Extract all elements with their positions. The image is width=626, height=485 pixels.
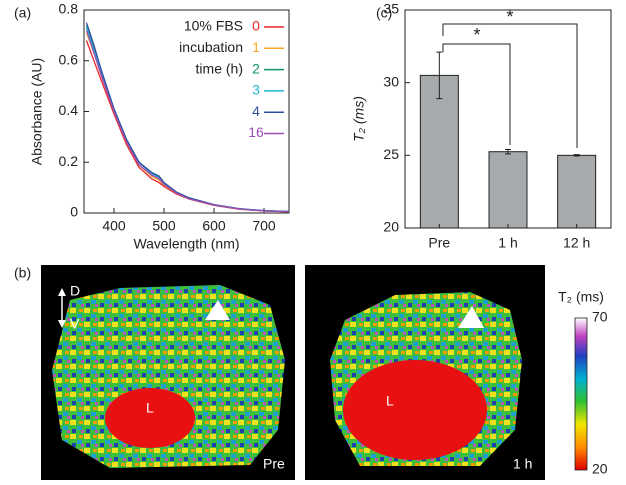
significance-brackets bbox=[442, 23, 578, 148]
legend-title: incubation bbox=[179, 39, 243, 55]
y-axis-label: T₂ (ms) bbox=[351, 96, 367, 142]
image-label: Pre bbox=[263, 456, 285, 472]
y-tick-label: 0.6 bbox=[59, 51, 79, 67]
legend-label: 3 bbox=[252, 82, 260, 98]
significance: * bbox=[506, 7, 513, 27]
region-label: L bbox=[146, 400, 154, 416]
colorbar-label: T₂ (ms) bbox=[558, 289, 604, 305]
mri-images bbox=[41, 265, 588, 480]
legend-label: 16 bbox=[248, 124, 264, 140]
x-tick-label: 600 bbox=[202, 218, 226, 234]
panel-label: (c) bbox=[376, 5, 392, 21]
legend-label: 2 bbox=[252, 60, 260, 76]
x-tick-label: 1 h bbox=[498, 235, 517, 251]
bar bbox=[488, 151, 528, 229]
x-tick-label: 12 h bbox=[563, 235, 590, 251]
x-tick-label: 400 bbox=[102, 218, 126, 234]
y-tick-label: 35 bbox=[383, 1, 399, 17]
y-axis-label: Absorbance (AU) bbox=[29, 58, 45, 165]
y-tick-label: 0 bbox=[70, 204, 78, 220]
y-tick-label: 0.2 bbox=[59, 153, 79, 169]
panel-label: (a) bbox=[14, 5, 31, 21]
y-tick-label: 0.4 bbox=[59, 102, 79, 118]
significance: * bbox=[473, 25, 480, 45]
region-label: L bbox=[386, 393, 394, 409]
error-bar bbox=[505, 149, 511, 155]
legend-label: 4 bbox=[252, 103, 260, 119]
y-tick-label: 30 bbox=[383, 73, 399, 89]
legend-label: 1 bbox=[252, 39, 260, 55]
panel-label: (b) bbox=[14, 265, 31, 281]
legend-title: 10% FBS bbox=[184, 18, 243, 34]
colorbar-min: 20 bbox=[592, 461, 608, 477]
y-tick-label: 0.8 bbox=[59, 1, 79, 17]
image-label: 1 h bbox=[513, 456, 532, 472]
x-tick-label: Pre bbox=[428, 235, 450, 251]
x-tick-label: 500 bbox=[152, 218, 176, 234]
spectrum-line bbox=[85, 30, 290, 213]
error-bar bbox=[573, 154, 580, 157]
orientation-label: V bbox=[70, 316, 80, 332]
bar bbox=[557, 154, 597, 229]
x-axis-label: Wavelength (nm) bbox=[133, 236, 239, 252]
colorbar-max: 70 bbox=[592, 309, 608, 325]
legend-title: time (h) bbox=[196, 60, 243, 76]
error-bar bbox=[436, 51, 443, 100]
bar bbox=[419, 74, 459, 229]
legend-label: 0 bbox=[252, 18, 260, 34]
x-tick-label: 700 bbox=[252, 218, 276, 234]
orientation-label: D bbox=[70, 283, 80, 299]
y-tick-label: 20 bbox=[383, 219, 399, 235]
y-tick-label: 25 bbox=[383, 146, 399, 162]
